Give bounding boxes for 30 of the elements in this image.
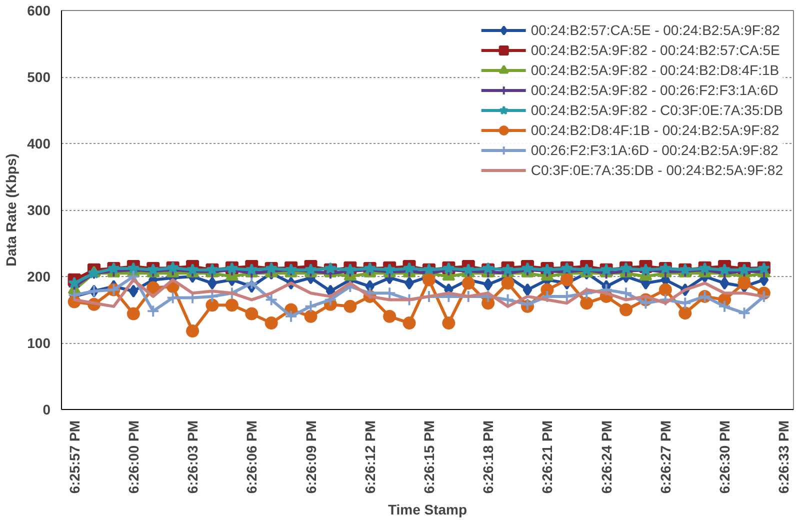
x-tick-label: 6:26:18 PM [480,420,496,494]
x-tick-label: 6:26:09 PM [302,420,319,494]
x-tick-label: 6:26:12 PM [362,420,378,494]
legend-label: 00:24:B2:5A:9F:82 - 00:24:B2:57:CA:5E [530,42,780,58]
y-tick-label: 400 [27,136,51,152]
y-tick-label: 600 [27,2,51,18]
x-axis-title: Time Stamp [388,502,468,518]
x-tick-label: 6:26:06 PM [244,420,260,494]
x-tick-label: 6:26:15 PM [420,420,437,494]
x-tick-label: 6:25:57 PM [66,420,82,494]
y-tick-label: 200 [27,268,51,284]
y-tick-label: 300 [27,202,51,218]
legend-label: 00:24:B2:57:CA:5E - 00:24:B2:5A:9F:82 [530,22,780,38]
x-tick-label: 6:26:24 PM [598,420,614,494]
x-tick-label: 6:26:21 PM [539,420,556,494]
legend-label: 00:24:B2:5A:9F:82 - 00:26:F2:F3:1A:6D [530,82,778,98]
x-tick-label: 6:26:30 PM [716,420,733,494]
y-tick-label: 0 [42,402,51,418]
legend-label: C0:3F:0E:7A:35:DB - 00:24:B2:5A:9F:82 [530,162,783,178]
y-tick-label: 100 [27,335,51,351]
y-tick-label: 500 [27,69,51,85]
x-tick-label: 6:26:00 PM [125,420,142,494]
legend-label: 00:24:B2:5A:9F:82 - 00:24:B2:D8:4F:1B [530,62,780,78]
legend-label: 00:24:B2:D8:4F:1B - 00:24:B2:5A:9F:82 [530,122,780,138]
legend-label: 00:24:B2:5A:9F:82 - C0:3F:0E:7A:35:DB [530,102,783,118]
legend-label: 00:26:F2:F3:1A:6D - 00:24:B2:5A:9F:82 [530,142,778,158]
x-tick-label: 6:26:03 PM [184,420,201,494]
x-tick-label: 6:26:33 PM [776,420,792,494]
x-tick-label: 6:26:27 PM [657,420,674,494]
y-axis-title: Data Rate (Kbps) [3,154,20,266]
